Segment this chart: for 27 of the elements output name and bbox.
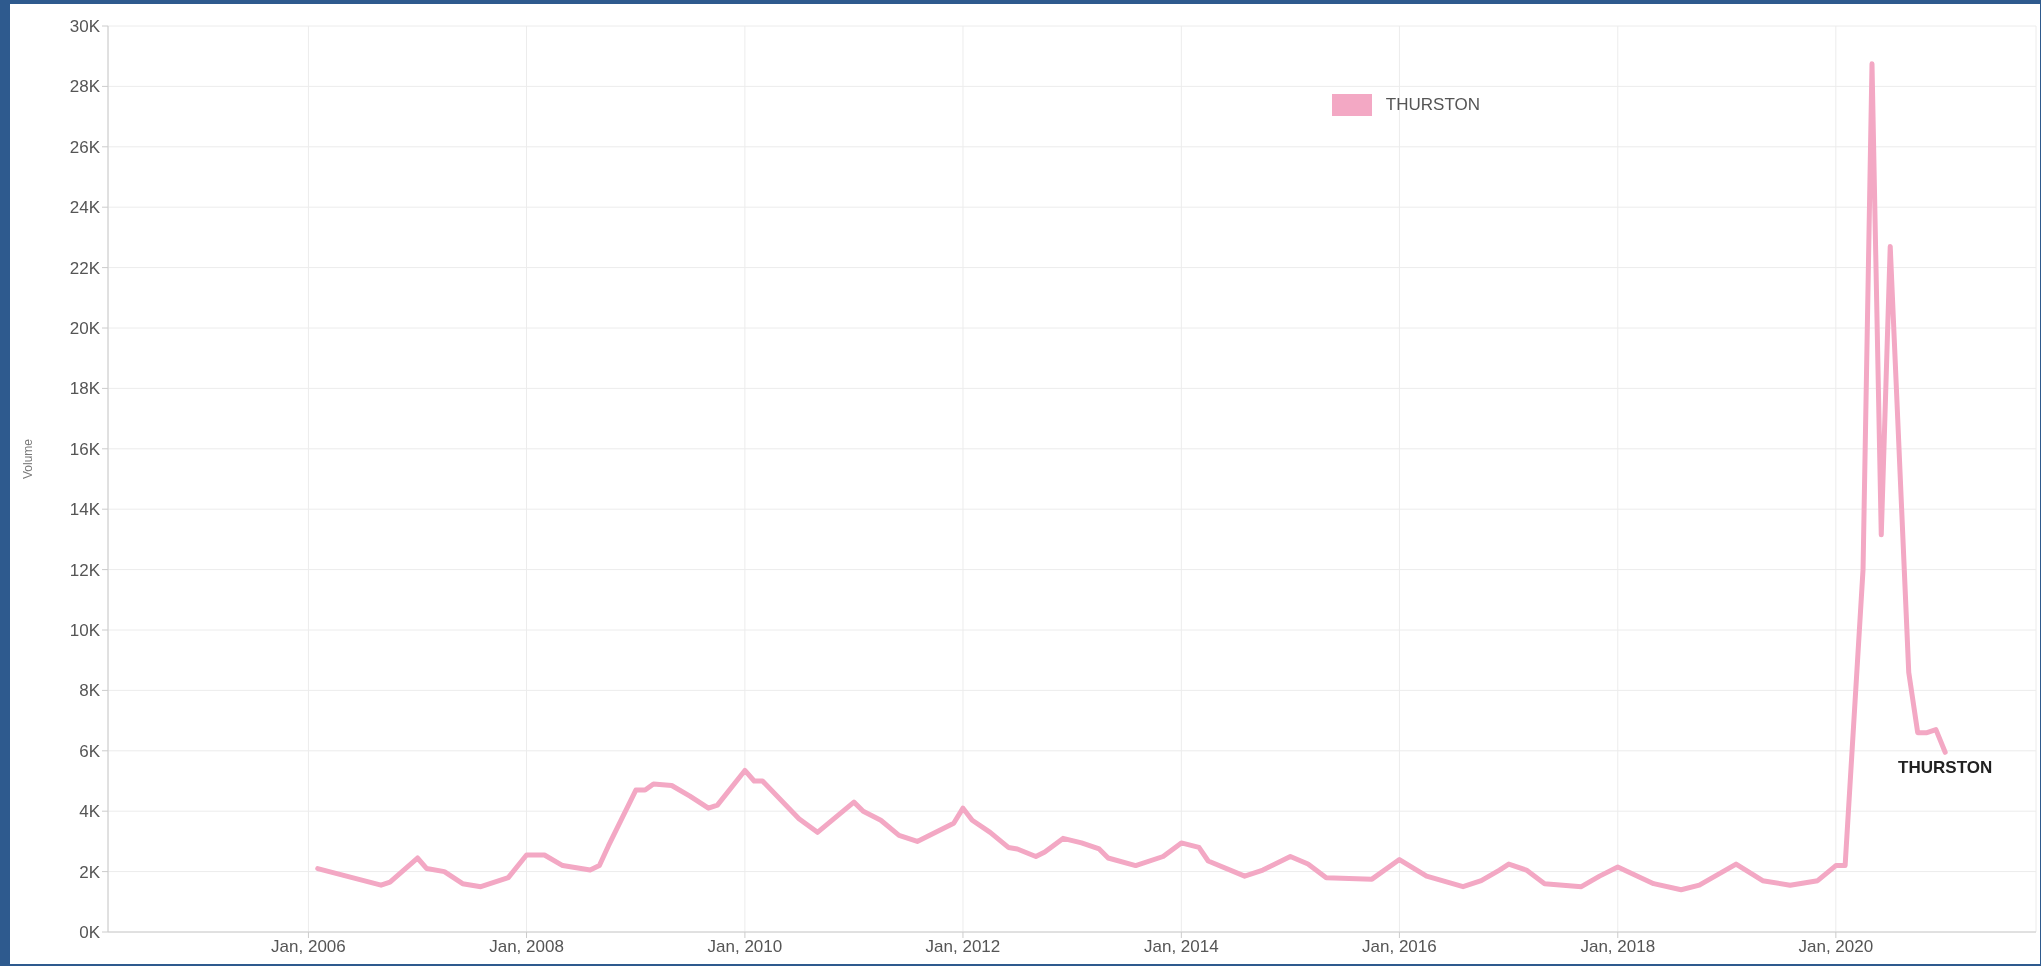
legend-label: THURSTON — [1385, 95, 1480, 115]
y-tick-label: 12K — [69, 560, 101, 580]
y-tick-label: 14K — [69, 500, 101, 520]
x-tick-label: Jan, 2014 — [1143, 937, 1219, 957]
x-tick-label: Jan, 2010 — [707, 937, 783, 957]
y-tick-label: 30K — [69, 17, 101, 37]
y-tick-label: 22K — [69, 258, 101, 278]
x-tick-label: Jan, 2012 — [925, 937, 1001, 957]
x-tick-label: Jan, 2006 — [271, 937, 346, 957]
x-tick-label: Jan, 2018 — [1580, 937, 1656, 957]
y-tick-label: 20K — [69, 319, 101, 339]
y-tick-label: 6K — [79, 741, 101, 761]
y-tick-label: 16K — [69, 439, 101, 459]
y-tick-label: 18K — [69, 379, 101, 399]
y-tick-label: 28K — [69, 77, 101, 97]
y-tick-label: 0K — [79, 923, 101, 943]
y-tick-label: 24K — [69, 198, 101, 218]
y-axis-title: Volume — [21, 438, 36, 479]
x-tick-label: Jan, 2020 — [1798, 937, 1874, 957]
y-tick-label: 4K — [79, 802, 101, 822]
y-tick-label: 10K — [69, 621, 101, 641]
y-tick-label: 26K — [69, 137, 101, 157]
annotation: THURSTON — [1898, 758, 1993, 778]
y-tick-label: 2K — [79, 862, 101, 882]
y-tick-label: 8K — [79, 681, 101, 701]
x-tick-label: Jan, 2008 — [489, 937, 564, 957]
x-tick-label: Jan, 2016 — [1362, 937, 1437, 957]
